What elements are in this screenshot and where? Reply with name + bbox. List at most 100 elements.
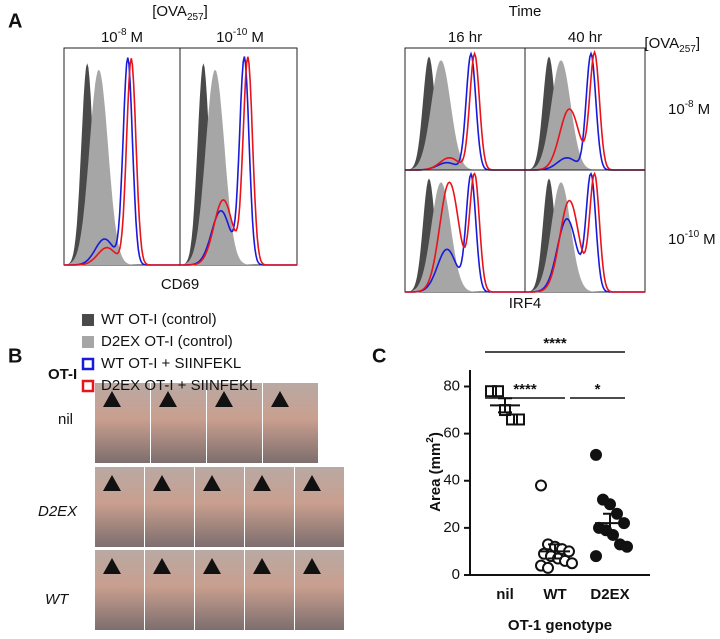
- legend-label: WT OT-I + SIINFEKL: [101, 355, 241, 372]
- column-label: 16 hr: [448, 29, 482, 46]
- superscript: -8: [685, 99, 694, 110]
- histogram-fill: [64, 69, 180, 265]
- label-part: M: [131, 29, 144, 46]
- rich-label: Area (mm2): [425, 432, 444, 512]
- y-tick-label: 60: [443, 425, 460, 442]
- histograms: [63, 47, 646, 293]
- arrowhead: [215, 391, 233, 407]
- arrowhead: [253, 558, 271, 574]
- x-label: IRF4: [509, 295, 542, 312]
- point: [590, 550, 602, 563]
- legend-swatch: [82, 314, 94, 326]
- arrowhead: [203, 558, 221, 574]
- rich-label: 10-8 M: [668, 99, 710, 118]
- point: [621, 540, 633, 553]
- x-axis-title: OT-1 genotype: [508, 617, 612, 634]
- point: [485, 385, 497, 398]
- point: [604, 498, 616, 511]
- x-tick-label: WT: [543, 586, 566, 603]
- superscript: -10: [233, 27, 248, 38]
- label-part: M: [251, 29, 264, 46]
- histogram-fill: [525, 60, 645, 171]
- rich-label: 10-10 M: [216, 27, 264, 46]
- photo: [245, 467, 294, 547]
- superscript: 2: [425, 437, 436, 443]
- photo: [95, 383, 150, 463]
- legend-swatch: [81, 379, 95, 393]
- significance-label: ****: [513, 381, 537, 398]
- superscript: -10: [685, 229, 700, 240]
- photo: [145, 467, 194, 547]
- arrowhead: [303, 558, 321, 574]
- legend-swatch: [82, 336, 94, 348]
- rich-label: 10-8 M: [101, 27, 143, 46]
- photo: [263, 383, 318, 463]
- arrowhead: [303, 475, 321, 491]
- photo: [151, 383, 206, 463]
- label-part: ): [427, 432, 444, 437]
- point: [566, 557, 578, 570]
- photo: [245, 550, 294, 630]
- panel-label: C: [372, 345, 386, 367]
- arrowhead: [203, 475, 221, 491]
- superscript: -8: [118, 27, 127, 38]
- label-part: 10: [216, 29, 233, 46]
- point: [542, 561, 554, 574]
- label-part: ]: [204, 3, 208, 20]
- subscript: 257: [679, 44, 696, 55]
- label-part: Area (mm: [427, 443, 444, 512]
- y-tick-label: 20: [443, 519, 460, 536]
- photo: [95, 467, 144, 547]
- label-part: M: [703, 231, 716, 248]
- legend-label: D2EX OT-I + SIINFEKL: [101, 377, 257, 394]
- label-part: [OVA: [644, 35, 679, 52]
- significance-label: ****: [543, 335, 567, 352]
- histogram-fill: [405, 60, 525, 171]
- point: [590, 448, 602, 461]
- group-label: OT-I: [48, 366, 77, 383]
- error-bar: [603, 512, 617, 534]
- significance-label: *: [595, 381, 601, 398]
- point: [506, 413, 518, 426]
- legend-label: WT OT-I (control): [101, 311, 217, 328]
- subscript: 257: [187, 12, 204, 23]
- label-part: 10: [668, 231, 685, 248]
- label-part: ]: [696, 35, 700, 52]
- arrowhead: [271, 391, 289, 407]
- arrowhead: [159, 391, 177, 407]
- y-tick-label: 0: [452, 566, 460, 583]
- row-label: WT: [45, 591, 70, 608]
- arrowhead: [253, 475, 271, 491]
- header: Time: [509, 3, 542, 20]
- rich-label: [OVA257]: [644, 35, 700, 55]
- column-label: 40 hr: [568, 29, 602, 46]
- panel-label: B: [8, 345, 22, 367]
- photo: [295, 550, 344, 630]
- histogram-line: [525, 171, 645, 293]
- arrowhead: [103, 475, 121, 491]
- point: [513, 413, 525, 426]
- x-label: CD69: [161, 276, 199, 293]
- arrowhead: [153, 558, 171, 574]
- photo: [295, 467, 344, 547]
- x-tick-label: nil: [496, 586, 514, 603]
- rich-label: 10-10 M: [668, 229, 716, 248]
- row-label: D2EX: [38, 503, 78, 520]
- y-tick-label: 40: [443, 472, 460, 489]
- histogram-line: [64, 58, 180, 266]
- arrowhead: [153, 475, 171, 491]
- point: [492, 385, 504, 398]
- photo: [195, 550, 244, 630]
- x-tick-label: D2EX: [590, 586, 629, 603]
- histogram-line: [180, 56, 297, 266]
- arrowhead: [103, 558, 121, 574]
- arrowhead: [103, 391, 121, 407]
- histogram-fill: [405, 182, 525, 292]
- histogram-fill: [180, 69, 297, 265]
- photo: [207, 383, 262, 463]
- label-part: M: [698, 101, 711, 118]
- histogram-line: [405, 172, 525, 293]
- label-part: 10: [101, 29, 118, 46]
- photo: [195, 467, 244, 547]
